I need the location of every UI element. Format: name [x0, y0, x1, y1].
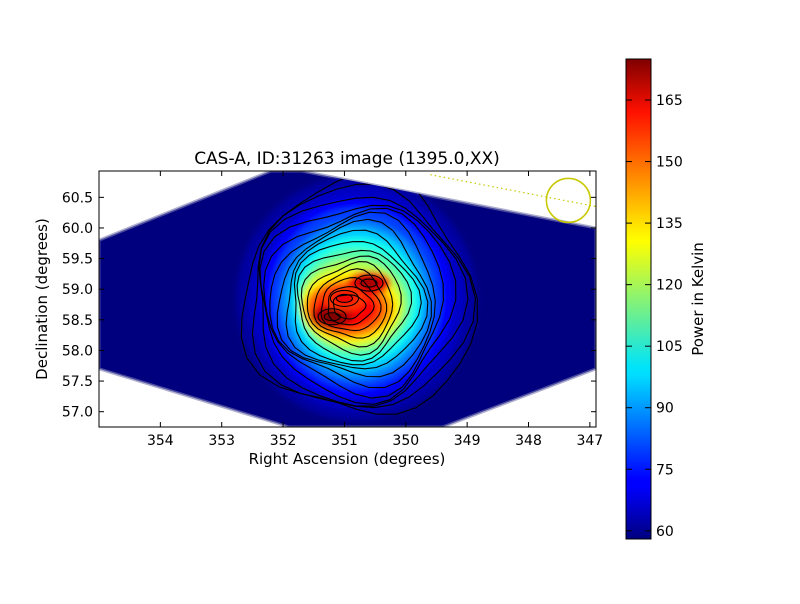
x-axis: 354 353 352 351 350 349 348 347 [147, 433, 603, 449]
x-tick-label: 354 [147, 433, 174, 449]
x-tick-label: 353 [208, 433, 235, 449]
tick-marks [99, 171, 596, 427]
colorbar-gradient [625, 58, 652, 540]
contour-line [263, 207, 444, 399]
x-axis-label: Right Ascension (degrees) [249, 450, 446, 468]
y-axis: 57.0 57.5 58.0 58.5 59.0 59.5 60.0 60.5 [62, 190, 93, 420]
y-tick-label: 57.5 [62, 374, 93, 390]
y-tick-label: 57.0 [62, 405, 93, 421]
heat-peak [356, 276, 381, 291]
contour-line [332, 294, 367, 320]
contour-peak-line [360, 278, 378, 288]
contour-line [258, 196, 469, 407]
x-tick-label: 351 [331, 433, 358, 449]
x-tick-label: 349 [454, 433, 481, 449]
contour-line [300, 255, 402, 356]
contour-peak-line [323, 312, 341, 322]
beam-track [430, 174, 596, 208]
contour-line [285, 229, 429, 370]
colorbar: 60 75 90 105 120 135 150 165 Power in Ke… [625, 58, 707, 540]
y-tick-label: 59.5 [62, 252, 93, 268]
plot-frame [98, 170, 597, 428]
colorbar-tick-label: 105 [656, 339, 683, 355]
colorbar-tick-label: 90 [656, 401, 674, 417]
contour-line [313, 268, 388, 339]
y-tick-label: 58.0 [62, 343, 93, 359]
colorbar-tick-label: 75 [656, 462, 674, 478]
contour-lines [240, 171, 478, 415]
contour-line [320, 277, 382, 332]
contour-line [296, 249, 413, 362]
contour-peak-line [329, 289, 359, 307]
x-tick-label: 348 [515, 433, 542, 449]
colorbar-tick-label: 135 [656, 216, 683, 232]
contour-line [276, 218, 432, 378]
colorbar-tick-label: 165 [656, 93, 683, 109]
y-tick-label: 60.5 [62, 190, 93, 206]
contour-line [251, 183, 476, 409]
contour-line [269, 211, 436, 389]
contour-line [293, 241, 422, 366]
colorbar-tick-label: 120 [656, 278, 683, 294]
contour-line [306, 261, 394, 348]
y-tick-label: 58.5 [62, 313, 93, 329]
y-tick-label: 59.0 [62, 282, 93, 298]
beam-marker [545, 177, 592, 224]
chart-title: CAS-A, ID:31263 image (1395.0,XX) [194, 149, 500, 169]
colorbar-tick-label: 150 [656, 155, 683, 171]
colorbar-label: Power in Kelvin [689, 242, 707, 356]
x-tick-label: 347 [576, 433, 603, 449]
plot-area [98, 170, 597, 428]
colorbar-tick-label: 60 [656, 524, 674, 540]
contour-peak-line [335, 293, 353, 303]
contour-peak-line [317, 308, 347, 326]
contour-line [259, 204, 457, 405]
x-tick-label: 352 [270, 433, 297, 449]
y-tick-label: 60.0 [62, 221, 93, 237]
y-axis-label: Declination (degrees) [33, 218, 51, 380]
heat-peak [320, 309, 345, 324]
contour-peak-line [354, 274, 384, 292]
x-tick-label: 350 [392, 433, 419, 449]
